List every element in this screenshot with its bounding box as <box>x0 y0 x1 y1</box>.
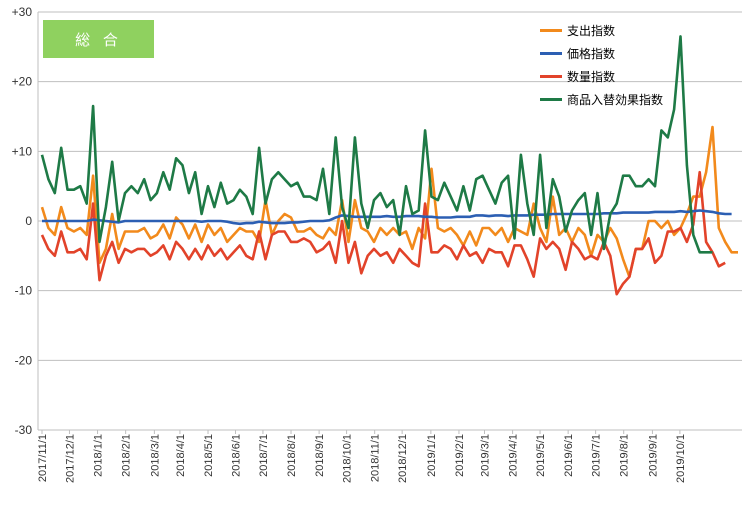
y-tick-label: -20 <box>15 353 33 367</box>
y-tick-label: -30 <box>15 423 33 437</box>
x-tick-label: 2019/10/1 <box>675 434 687 483</box>
series-line-2 <box>40 170 726 296</box>
x-tick-label: 2019/9/1 <box>647 434 659 477</box>
x-tick-label: 2018/5/1 <box>203 434 215 477</box>
x-tick-label: 2019/5/1 <box>535 434 547 477</box>
legend-swatch <box>540 75 562 78</box>
series-line-0 <box>40 125 738 279</box>
legend-label: 商品入替効果指数 <box>567 93 664 107</box>
legend-swatch <box>540 98 562 101</box>
legend: 支出指数価格指数数量指数商品入替効果指数 <box>540 19 663 111</box>
x-tick-label: 2018/8/1 <box>286 434 298 477</box>
x-tick-label: 2018/12/1 <box>397 434 409 483</box>
series-line-3 <box>40 35 713 254</box>
legend-item: 数量指数 <box>540 65 663 88</box>
legend-item: 商品入替効果指数 <box>540 88 663 111</box>
x-tick-label: 2019/8/1 <box>619 434 631 477</box>
x-tick-label: 2018/10/1 <box>342 434 354 483</box>
y-tick-label: +30 <box>12 5 33 19</box>
x-tick-label: 2017/12/1 <box>64 434 76 483</box>
x-tick-label: 2018/3/1 <box>149 434 161 477</box>
x-tick-label: 2019/2/1 <box>454 434 466 477</box>
x-tick-label: 2018/7/1 <box>258 434 270 477</box>
x-tick-label: 2018/4/1 <box>175 434 187 477</box>
legend-label: 価格指数 <box>567 47 616 61</box>
y-tick-label: 0 <box>25 214 32 228</box>
x-tick-label: 2018/11/1 <box>370 434 382 482</box>
x-tick-label: 2018/9/1 <box>314 434 326 477</box>
x-tick-label: 2018/6/1 <box>230 434 242 477</box>
legend-swatch <box>540 52 562 55</box>
legend-swatch <box>540 29 562 32</box>
x-tick-label: 2018/2/1 <box>121 434 133 477</box>
legend-item: 支出指数 <box>540 19 663 42</box>
legend-label: 数量指数 <box>567 70 616 84</box>
y-tick-label: -10 <box>15 284 33 298</box>
x-tick-label: 2019/3/1 <box>480 434 492 477</box>
x-tick-label: 2019/6/1 <box>563 434 575 477</box>
x-tick-label: 2019/1/1 <box>426 434 438 477</box>
category-badge: 総 合 <box>43 20 154 58</box>
legend-label: 支出指数 <box>567 24 616 38</box>
x-tick-label: 2019/4/1 <box>508 434 520 477</box>
y-tick-label: +20 <box>12 75 33 89</box>
x-tick-label: 2018/1/1 <box>93 434 105 477</box>
x-tick-label: 2017/11/1 <box>37 434 49 482</box>
y-tick-label: +10 <box>12 144 33 158</box>
legend-item: 価格指数 <box>540 42 663 65</box>
series-line-1 <box>42 209 732 226</box>
x-tick-label: 2019/7/1 <box>591 434 603 477</box>
